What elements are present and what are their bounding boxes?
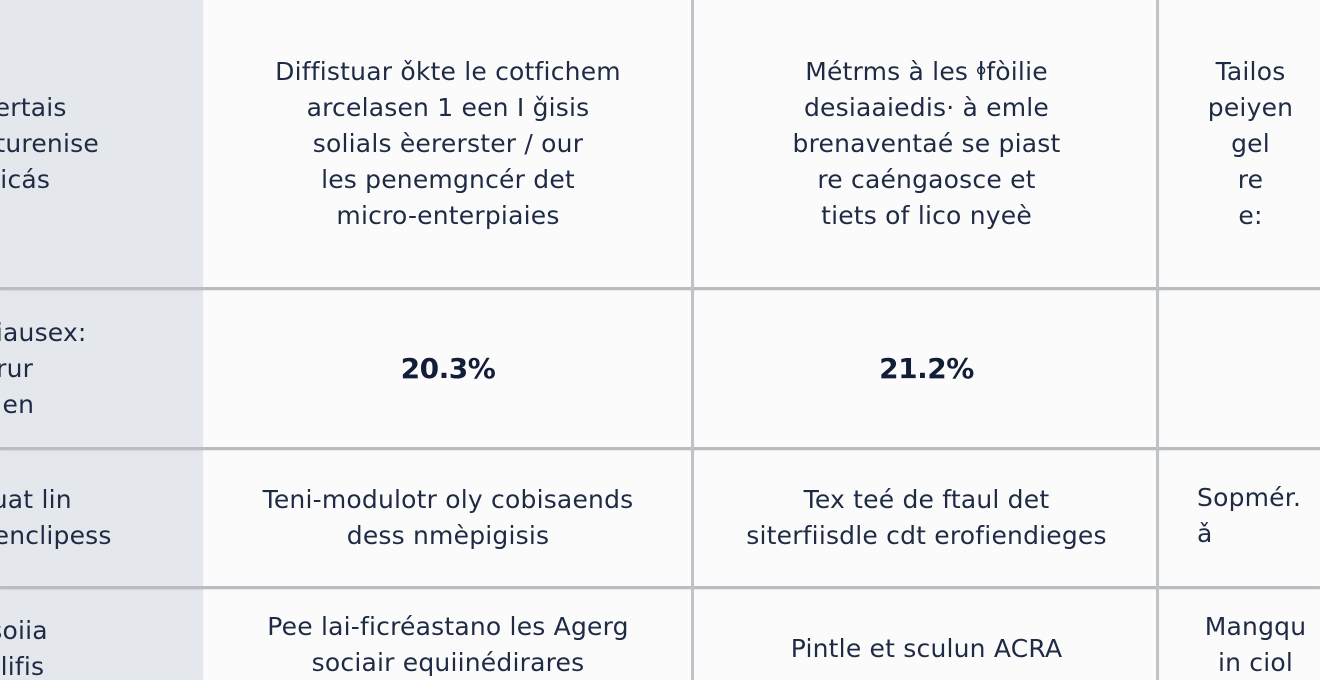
row-header-cell: e ddiausex: ohferur ourcien — [0, 290, 203, 447]
cell-text: Tailos peiyen gel re e: — [1207, 56, 1294, 230]
table-cell: Tex teé de ftaul det siterfiisdle cdt er… — [695, 450, 1158, 586]
table-cell: Teni-modulotr oly cobisaends dess nmèpig… — [204, 450, 692, 586]
cell-text: Métrms à les ꬹfòilie desiaaiedis· à emle… — [792, 56, 1061, 230]
table-cell: Métrms à les ꬹfòilie desiaaiedis· à emle… — [695, 0, 1158, 287]
row-header-label: e ddiausex: ohferur ourcien — [0, 317, 87, 419]
table-row: e ddiausex: ohferur ourcien 20.3% 21.2% — [0, 290, 1320, 447]
row-header-label: ssit uat lin ks rienclipess — [0, 485, 112, 550]
table-cell — [1161, 290, 1320, 447]
cell-text: Sopmér. ǎ — [1197, 483, 1302, 548]
row-divider — [0, 586, 1320, 589]
column-divider — [691, 0, 694, 680]
table-cell: Diffistuar ǒkte le cotfichem arcelasen 1… — [204, 0, 692, 287]
table-cell: Pee lai-ficréastano les Agerg sociair eq… — [204, 589, 692, 680]
table-row: no vertais e.enturenise sunvicás Diffist… — [0, 0, 1320, 287]
table-cell: Sopmér. ǎ — [1161, 450, 1320, 586]
column-divider — [1156, 0, 1159, 680]
table-row: ssit uat lin ks rienclipess Teni-modulot… — [0, 450, 1320, 586]
row-divider — [0, 447, 1320, 450]
percentage-value: 20.3% — [400, 352, 496, 385]
table-cell: 21.2% — [695, 290, 1158, 447]
cell-text: Pee lai-ficréastano les Agerg sociair eq… — [267, 612, 629, 677]
table-cell: Mangqu in ciol — [1161, 589, 1320, 680]
cell-text: Mangqu in ciol — [1204, 612, 1307, 677]
row-header-cell: ssit uat lin ks rienclipess — [0, 450, 203, 586]
row-header-label: aet soiia kitsalifis — [0, 616, 48, 680]
table-cell: Pintle et sculun ACRA — [695, 589, 1158, 680]
row-divider — [0, 287, 1320, 290]
row-header-cell: aet soiia kitsalifis — [0, 589, 203, 680]
row-header-label: no vertais e.enturenise sunvicás — [0, 92, 99, 194]
table-cell: Tailos peiyen gel re e: — [1161, 0, 1320, 287]
table-cell: 20.3% — [204, 290, 692, 447]
row-header-cell: no vertais e.enturenise sunvicás — [0, 0, 203, 287]
cell-text: Diffistuar ǒkte le cotfichem arcelasen 1… — [275, 56, 621, 230]
table-row: aet soiia kitsalifis Pee lai-ficréastano… — [0, 589, 1320, 680]
cell-text: Tex teé de ftaul det siterfiisdle cdt er… — [746, 485, 1107, 550]
cell-text: Teni-modulotr oly cobisaends dess nmèpig… — [262, 485, 634, 550]
cell-text: Pintle et sculun ACRA — [790, 634, 1063, 663]
percentage-value: 21.2% — [879, 352, 974, 385]
